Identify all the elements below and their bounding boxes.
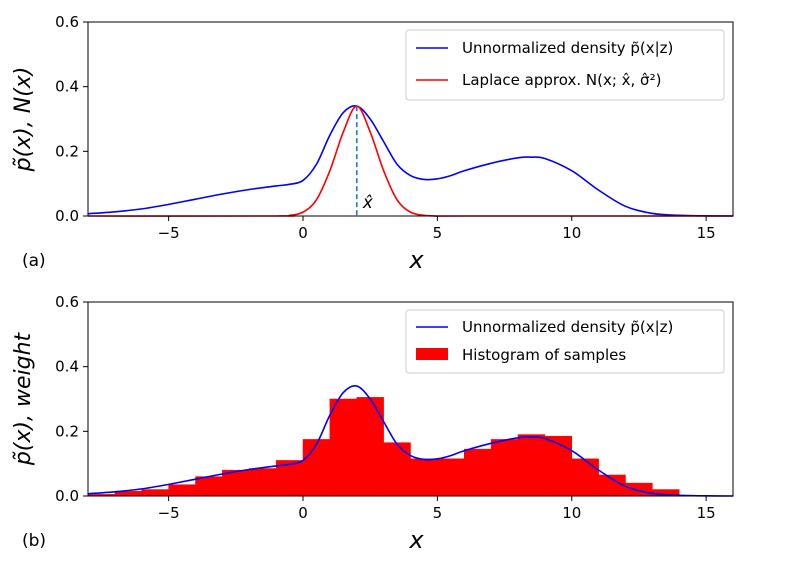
histogram-bar <box>464 448 492 497</box>
panel-a-x-ticks: −5 0 5 10 15 <box>158 216 716 242</box>
panel-a: x̂ −5 0 5 10 15 0.0 0.2 0.4 0.6 x p̃(x), N(x) (… <box>11 13 734 274</box>
y-tick-label: 0.2 <box>55 142 79 160</box>
histogram-bar <box>329 398 357 497</box>
x-tick-label: 0 <box>298 504 308 522</box>
x-tick-label: 10 <box>562 224 581 242</box>
y-tick-label: 0.6 <box>55 13 79 31</box>
legend-label-histogram: Histogram of samples <box>462 346 626 364</box>
x-hat-label: x̂ <box>362 193 374 213</box>
histogram-bar <box>517 434 546 497</box>
panel-b-y-ticks: 0.0 0.2 0.4 0.6 <box>55 293 88 505</box>
legend-label-unnormalized-density: Unnormalized density p̃(x|z) <box>462 318 673 336</box>
panel-b-legend: Unnormalized density p̃(x|z) Histogram o… <box>405 309 725 374</box>
x-tick-label: 5 <box>433 224 443 242</box>
x-tick-label: 0 <box>298 224 308 242</box>
histogram-bar <box>249 468 277 497</box>
histogram-bar <box>383 442 411 497</box>
histogram-bar <box>275 460 304 497</box>
histogram-bar <box>302 439 331 497</box>
x-tick-label: −5 <box>158 504 180 522</box>
x-tick-label: 10 <box>562 504 581 522</box>
series-line-unnormalized-density <box>87 385 734 497</box>
panel-a-series <box>87 105 734 217</box>
y-tick-label: 0.6 <box>55 293 79 311</box>
x-tick-label: 15 <box>697 504 716 522</box>
y-tick-label: 0.4 <box>55 78 79 96</box>
legend-label-unnormalized-density: Unnormalized density p̃(x|z) <box>462 39 673 57</box>
histogram-bar <box>625 482 653 497</box>
histogram-bar <box>490 439 519 497</box>
histogram-bar <box>195 476 223 497</box>
histogram-bar <box>356 397 384 497</box>
histogram-bar <box>544 435 572 497</box>
legend-label-laplace-approx: Laplace approx. N(x; x̂, σ̂²) <box>462 71 661 89</box>
legend-swatch-histogram <box>416 348 448 360</box>
panel-a-x-axis-label: x <box>408 246 424 274</box>
y-tick-label: 0.4 <box>55 358 79 376</box>
panel-b-x-axis-label: x <box>408 526 424 554</box>
panel-a-legend-box <box>405 29 725 101</box>
panel-b: −5 0 5 10 15 0.0 0.2 0.4 0.6 x p̃(x), weight (b… <box>11 293 734 554</box>
histogram-bar <box>410 458 438 497</box>
panel-b-y-axis-label: p̃(x), weight <box>11 331 36 466</box>
panel-a-y-axis-label: p̃(x), N(x) <box>11 67 36 173</box>
histogram-bar <box>168 484 196 497</box>
panel-b-legend-box <box>405 309 725 374</box>
panel-b-axes-frame <box>87 301 734 497</box>
x-tick-label: 15 <box>697 224 716 242</box>
histogram-bar <box>141 489 169 497</box>
panel-b-label: (b) <box>22 531 46 551</box>
panel-b-histogram <box>87 397 680 497</box>
y-tick-label: 0.0 <box>55 207 79 225</box>
series-line-unnormalized-density <box>87 105 734 217</box>
panel-b-series <box>87 385 734 497</box>
x-tick-label: 5 <box>433 504 443 522</box>
panel-a-annotations: x̂ <box>355 106 374 216</box>
x-tick-label: −5 <box>158 224 180 242</box>
panel-a-legend: Unnormalized density p̃(x|z) Laplace app… <box>405 29 725 101</box>
panel-b-x-ticks: −5 0 5 10 15 <box>158 496 716 522</box>
histogram-bar <box>571 458 599 497</box>
panel-a-axes-frame <box>87 21 734 217</box>
panel-a-label: (a) <box>22 251 46 271</box>
histogram-bar <box>437 458 465 497</box>
panel-a-y-ticks: 0.0 0.2 0.4 0.6 <box>55 13 88 225</box>
y-tick-label: 0.0 <box>55 487 79 505</box>
series-line-laplace-approx <box>87 105 733 217</box>
y-tick-label: 0.2 <box>55 422 79 440</box>
